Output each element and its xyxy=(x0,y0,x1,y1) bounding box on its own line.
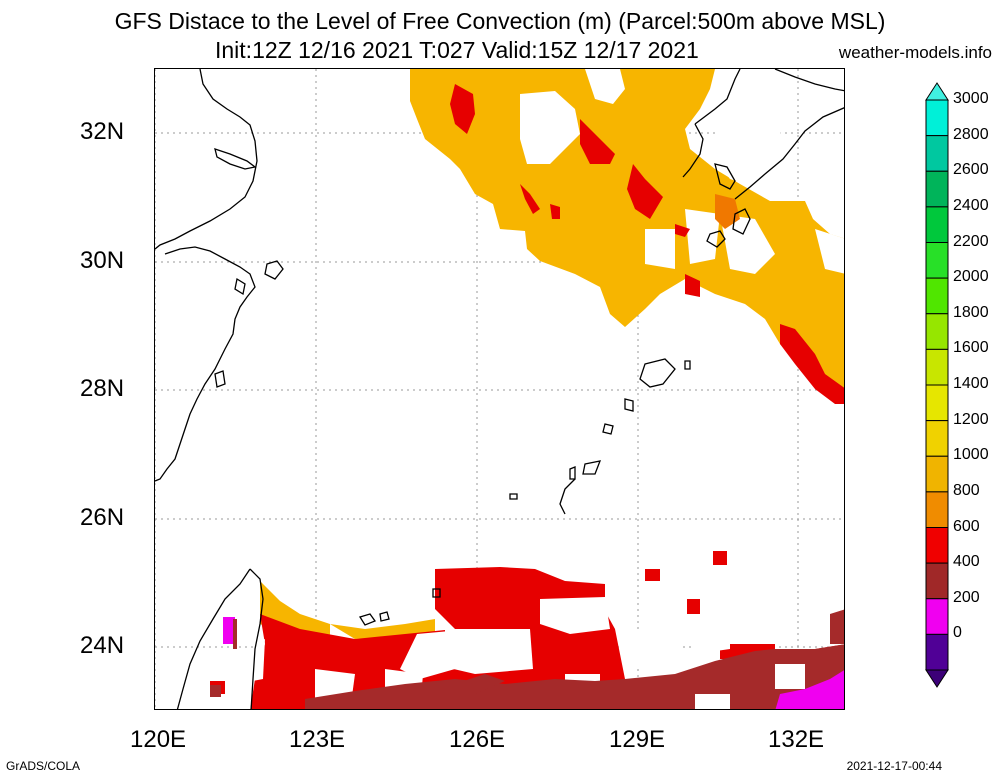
colorbar-label: 1000 xyxy=(953,446,989,464)
colorbar-box xyxy=(925,135,949,172)
colorbar-box xyxy=(925,384,949,422)
colorbar-label: 800 xyxy=(953,481,980,499)
colorbar-label: 2200 xyxy=(953,232,989,250)
colorbar-box xyxy=(925,491,949,528)
lfc-field-south xyxy=(210,551,844,709)
lat-label-30n: 30N xyxy=(80,247,125,274)
colorbar-label: 2400 xyxy=(953,196,989,214)
colorbar-label: 1400 xyxy=(953,375,989,392)
colorbar-box xyxy=(925,348,949,386)
colorbar-label: 2600 xyxy=(953,161,989,179)
lat-label-28n: 28N xyxy=(80,375,125,402)
colorbar-box xyxy=(925,313,949,350)
lon-label-126e: 126E xyxy=(449,726,506,753)
colorbar-box xyxy=(925,99,949,137)
colorbar-label: 1600 xyxy=(953,339,989,357)
colorbar-bottom-arrow xyxy=(925,669,949,688)
colorbar-box xyxy=(925,562,949,600)
colorbar-box xyxy=(925,206,949,243)
colorbar-box xyxy=(925,242,949,279)
footer-software: GrADS/COLA xyxy=(6,759,81,773)
colorbar-label: 400 xyxy=(953,553,980,571)
colorbar-boxes xyxy=(925,99,949,671)
map-canvas xyxy=(155,69,844,709)
colorbar xyxy=(925,82,949,688)
colorbar-box xyxy=(925,277,949,315)
map-panel xyxy=(154,68,845,710)
lfc-field-north xyxy=(410,69,844,404)
colorbar-label: 1200 xyxy=(953,410,989,428)
lon-label-120e: 120E xyxy=(130,726,187,753)
colorbar-label: 2000 xyxy=(953,268,989,286)
lon-label-123e: 123E xyxy=(289,726,346,753)
colorbar-label: 200 xyxy=(953,588,980,606)
colorbar-box xyxy=(925,455,949,493)
footer-timestamp: 2021-12-17-00:44 xyxy=(846,759,942,773)
colorbar-label: 2800 xyxy=(953,125,989,143)
lat-label-26n: 26N xyxy=(80,504,125,531)
site-credit: weather-models.info xyxy=(838,43,992,62)
chart-subtitle: Init:12Z 12/16 2021 T:027 Valid:15Z 12/1… xyxy=(215,37,699,63)
colorbar-box xyxy=(925,527,949,564)
colorbar-label: 600 xyxy=(953,517,980,535)
colorbar-label: 1800 xyxy=(953,303,989,321)
colorbar-box xyxy=(925,633,949,671)
colorbar-label: 3000 xyxy=(953,90,989,107)
colorbar-box xyxy=(925,420,949,457)
colorbar-box xyxy=(925,598,949,635)
lat-label-24n: 24N xyxy=(80,632,125,659)
colorbar-box xyxy=(925,170,949,208)
lon-label-132e: 132E xyxy=(768,726,825,753)
coastlines xyxy=(155,69,844,709)
lon-label-129e: 129E xyxy=(609,726,666,753)
chart-title: GFS Distace to the Level of Free Convect… xyxy=(114,8,886,34)
lat-label-32n: 32N xyxy=(80,118,125,145)
colorbar-label: 0 xyxy=(953,624,962,642)
colorbar-top-arrow xyxy=(925,82,949,101)
